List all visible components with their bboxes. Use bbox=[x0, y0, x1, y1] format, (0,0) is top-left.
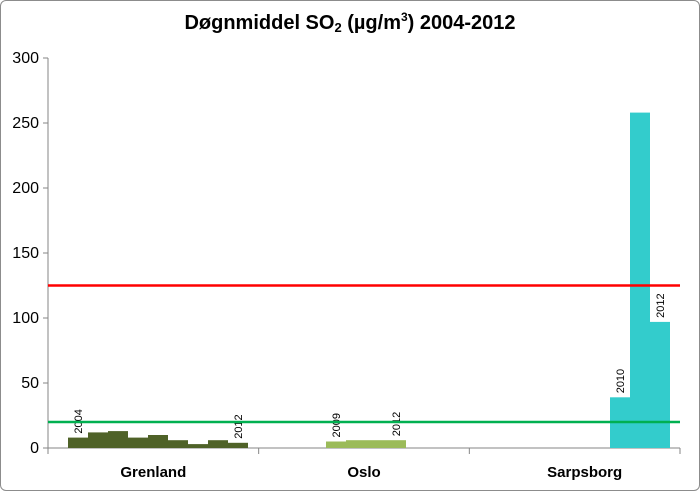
y-tick-label: 100 bbox=[12, 310, 39, 327]
bar-oslo-2010 bbox=[346, 440, 366, 448]
bar-sarpsborg-2011 bbox=[630, 112, 650, 448]
year-label: 2012 bbox=[233, 414, 245, 438]
y-tick-label: 150 bbox=[12, 245, 39, 262]
year-label: 2012 bbox=[391, 412, 403, 436]
bar-grenland-2005 bbox=[88, 432, 108, 448]
bar-oslo-2012 bbox=[386, 440, 406, 448]
bar-grenland-2004 bbox=[68, 437, 88, 448]
category-label: Oslo bbox=[347, 464, 380, 481]
y-tick-label: 50 bbox=[21, 375, 39, 392]
bar-grenland-2008 bbox=[148, 435, 168, 448]
bar-grenland-2010 bbox=[188, 444, 208, 448]
year-label: 2010 bbox=[615, 369, 627, 393]
title-part-2: (µg/m bbox=[341, 12, 401, 34]
bar-oslo-2009 bbox=[326, 441, 346, 448]
bar-oslo-2011 bbox=[366, 440, 386, 448]
title-subscript: 2 bbox=[334, 20, 342, 35]
y-tick-label: 250 bbox=[12, 115, 39, 132]
y-tick-label: 300 bbox=[12, 50, 39, 67]
bar-sarpsborg-2012 bbox=[650, 321, 670, 448]
bar-grenland-2009 bbox=[168, 440, 188, 448]
title-superscript: 3 bbox=[400, 10, 408, 24]
title-part-1: Døgnmiddel SO bbox=[184, 12, 335, 34]
bar-grenland-2011 bbox=[208, 440, 228, 448]
bar-grenland-2007 bbox=[128, 437, 148, 448]
category-label: Grenland bbox=[120, 464, 186, 481]
category-label: Sarpsborg bbox=[547, 464, 622, 481]
bar-grenland-2006 bbox=[108, 431, 128, 448]
year-label: 2009 bbox=[331, 413, 343, 437]
chart-title: Døgnmiddel SO2 (µg/m3) 2004-2012 bbox=[0, 10, 700, 35]
year-label: 2012 bbox=[655, 293, 667, 317]
y-tick-label: 200 bbox=[12, 180, 39, 197]
y-tick-label: 0 bbox=[30, 440, 39, 457]
bar-grenland-2012 bbox=[228, 442, 248, 448]
title-part-3: ) 2004-2012 bbox=[407, 12, 516, 34]
